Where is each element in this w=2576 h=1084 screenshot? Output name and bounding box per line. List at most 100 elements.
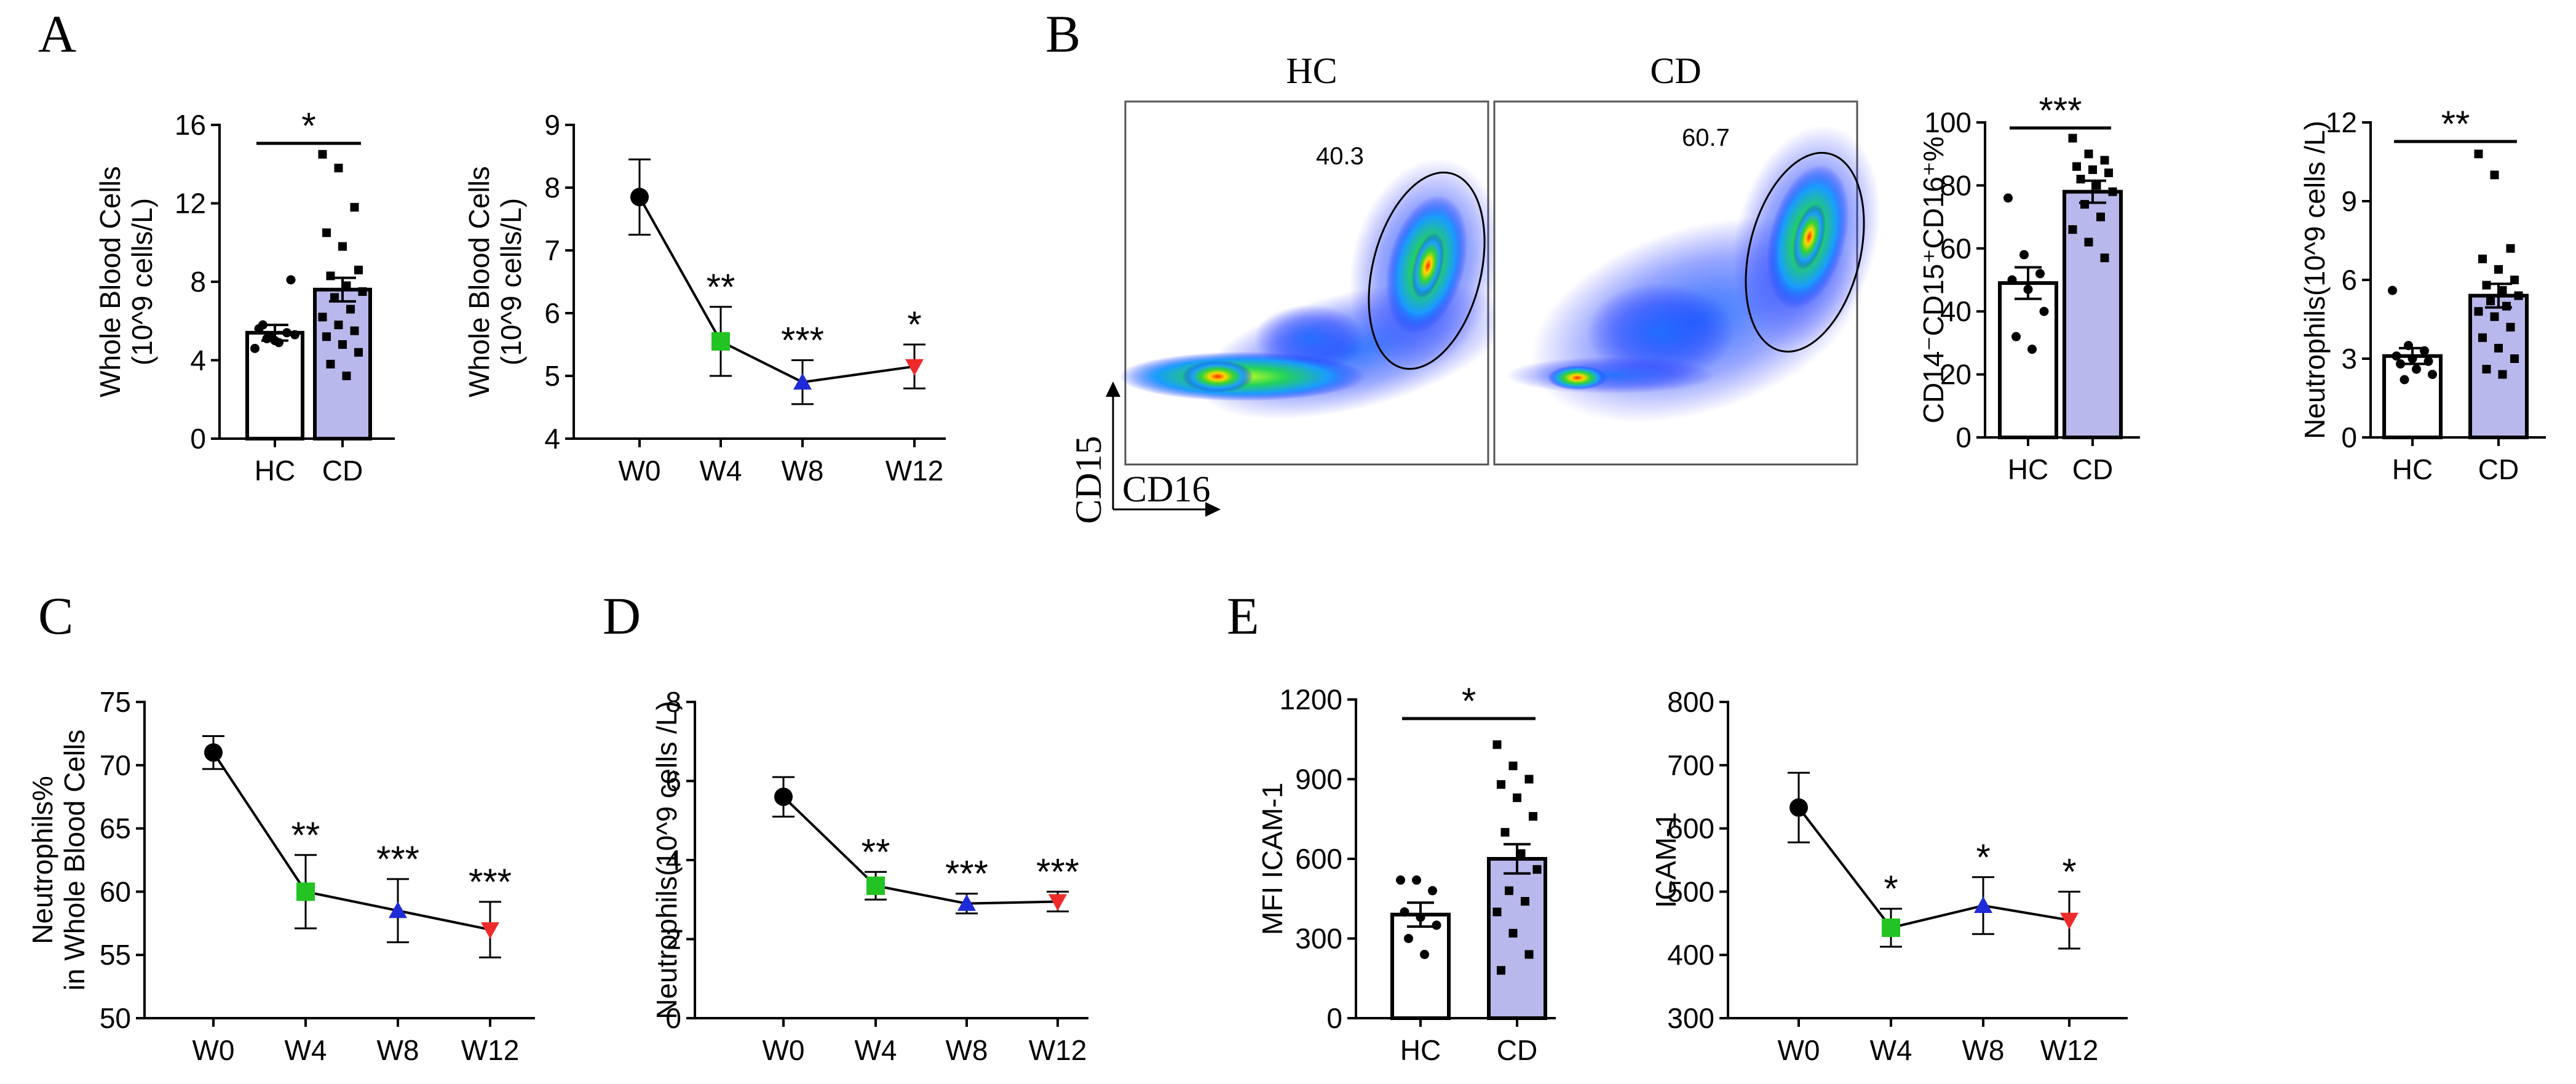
chart-a-whole-blood-cells-time: 4 5 6 7 8 9 W0 W4 W8 W12 Whole Blood Cells (10^9 ce… [463, 109, 946, 487]
data-point-cd [1532, 865, 1542, 874]
significance-label: *** [945, 853, 988, 895]
y-axis-title-line: in Whole Blood Cells [58, 730, 90, 990]
y-tick-label: 70 [100, 749, 131, 781]
y-tick-label: 600 [1295, 843, 1342, 875]
flow-plot-hc: 40.3 [1119, 100, 1509, 466]
data-point-cd [2474, 149, 2483, 159]
significance-label: * [1976, 837, 1990, 878]
y-tick-label: 800 [1667, 686, 1714, 718]
data-point-hc [1420, 949, 1429, 959]
flow-hc-title: HC [1286, 50, 1337, 91]
flow-hc-hotspot [1182, 361, 1253, 393]
data-point-cd [1513, 793, 1521, 802]
data-point-w12 [905, 359, 924, 376]
panel-letter-a: A [38, 4, 76, 63]
y-tick-label: 4 [190, 345, 206, 377]
data-point-cd [2490, 170, 2499, 180]
chart-e-icam1-time: 300 400 500 600 700 800 W0 W4 W8 W12 ICAM-1 * * * [1650, 686, 2128, 1066]
data-point-cd [1516, 849, 1526, 858]
data-point-hc [258, 320, 268, 330]
y-tick-label: 6 [544, 297, 560, 329]
x-tick-label: W0 [192, 1034, 235, 1066]
y-axis-title-line: Whole Blood Cells [463, 166, 495, 397]
data-point-hc [2404, 341, 2413, 351]
flow-hc-percent: 40.3 [1316, 143, 1364, 170]
data-point-cd [1529, 811, 1537, 821]
y-tick-label: 100 [1924, 106, 1972, 138]
y-axis-title: Neutrophils(10^9 cells /L) [2299, 121, 2331, 439]
chart-b-cd15-cd16-percent-bar: 0 20 40 60 80 100 HC CD CD14⁻CD15⁺CD16⁺% *** [1917, 90, 2140, 485]
data-point-hc [250, 343, 260, 353]
y-axis-title-line: Neutrophils% [26, 776, 58, 944]
y-tick-label: 300 [1295, 923, 1342, 955]
data-point-cd [2486, 297, 2495, 306]
data-point-cd [322, 332, 331, 341]
flow-hc-pop-core [1411, 233, 1445, 299]
data-point-hc [274, 338, 283, 348]
data-point-cd [2490, 312, 2499, 321]
data-point-hc [2423, 356, 2433, 366]
y-tick-label: 900 [1295, 763, 1342, 795]
data-point-cd [334, 164, 343, 173]
x-tick-label: W8 [1962, 1034, 2005, 1066]
y-tick-label: 600 [1667, 813, 1714, 845]
significance-label: * [1884, 868, 1898, 909]
series-line [782, 795, 1058, 905]
data-point-cd [2498, 370, 2507, 379]
x-tick-label: W12 [1029, 1034, 1087, 1066]
x-tick-label: W0 [1778, 1034, 1820, 1066]
y-tick-label: 8 [665, 686, 681, 718]
y-tick-label: 5 [544, 360, 560, 392]
data-point-cd [2068, 225, 2077, 234]
data-point-cd [1524, 950, 1534, 959]
y-tick-label: 12 [2326, 106, 2357, 138]
x-tick-label: W0 [619, 455, 661, 487]
data-point-cd [2108, 187, 2117, 196]
flow-x-axis-label: CD16 [1122, 469, 1210, 509]
data-point-w0 [1789, 798, 1808, 817]
x-tick-label: W0 [763, 1034, 805, 1066]
data-point-hc [2003, 193, 2013, 203]
data-point-cd [318, 149, 327, 159]
data-point-hc [2396, 359, 2405, 369]
data-point-hc [2035, 269, 2045, 279]
flow-axis-arrows: CD15 CD16 [1068, 381, 1221, 524]
data-point-hc [2392, 351, 2401, 361]
significance-label: ** [707, 266, 735, 308]
data-point-cd [2502, 301, 2511, 311]
flow-cd-band [1507, 357, 1716, 394]
bar-hc [1998, 281, 2058, 439]
data-point-w0 [204, 743, 223, 762]
data-point-cd [2092, 181, 2101, 190]
data-point-cd [2088, 165, 2097, 174]
y-axis-title: ICAM-1 [1650, 812, 1682, 908]
data-point-hc [2039, 306, 2049, 316]
data-point-cd [2478, 333, 2487, 342]
data-point-hc [286, 275, 296, 285]
data-point-w4 [711, 332, 730, 351]
data-point-cd [2510, 276, 2519, 284]
data-point-cd [1505, 886, 1513, 895]
y-tick-label: 4 [544, 423, 560, 455]
data-point-cd [1508, 761, 1518, 770]
y-tick-label: 8 [544, 172, 560, 204]
y-axis-title: CD14⁻CD15⁺CD16⁺% [1917, 137, 1949, 424]
data-point-cd [2482, 365, 2491, 374]
panel-letter-c: C [38, 586, 73, 645]
data-point-cd [1500, 827, 1510, 837]
data-point-cd [1524, 775, 1534, 784]
y-tick-label: 65 [100, 813, 131, 845]
data-point-w4 [866, 876, 885, 895]
y-tick-label: 80 [1940, 169, 1972, 201]
y-tick-label: 50 [100, 1002, 131, 1034]
significance-label: ** [291, 815, 320, 856]
flow-y-axis-label: CD15 [1068, 436, 1109, 524]
flow-cd-gate [1745, 151, 1865, 353]
data-point-cd [2494, 265, 2503, 274]
data-point-hc [1396, 875, 1405, 885]
flow-x-arrow-head [1205, 502, 1221, 517]
data-point-hc [2400, 375, 2409, 385]
y-tick-label: 0 [665, 1002, 681, 1034]
y-axis-title-line: (10^9 cells/L) [126, 198, 158, 365]
